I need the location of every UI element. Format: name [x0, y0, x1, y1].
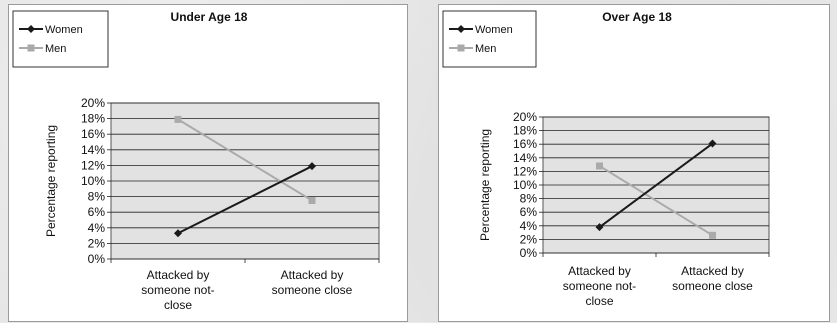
point-men	[709, 231, 716, 239]
legend-marker-men	[27, 44, 35, 52]
chart-panel-under-18: Under Age 18 0% 2% 4% 6% 8% 10% 12% 14% 16% 18% 20%…	[8, 4, 408, 322]
x-category-label-line: Attacked by	[681, 264, 744, 278]
chart-under-18: Under Age 18 0% 2%4% 6%8% 10% 12%14% 16%18% 20%…	[12, 10, 380, 312]
y-tick-label: 10%	[81, 174, 105, 188]
point-women	[308, 162, 316, 171]
legend-marker-women	[27, 25, 35, 33]
x-category-label-line: someone close	[272, 283, 353, 297]
x-category-label-line: close	[585, 294, 613, 308]
y-tick-label: 18%	[81, 112, 105, 126]
y-tick-label: 8%	[88, 190, 106, 204]
x-category-label-line: someone close	[672, 279, 753, 293]
y-tick-label: 12%	[513, 164, 537, 178]
chart-title: Over Age 18	[602, 10, 672, 24]
legend-label-women: Women	[45, 24, 83, 36]
series-line-men	[598, 165, 714, 237]
x-category-label: Attacked by someone close	[272, 268, 353, 297]
legend-label-women: Women	[475, 24, 513, 36]
y-tick-label: 6%	[88, 205, 106, 219]
legend-marker-women	[457, 25, 465, 33]
x-category-label: Attacked by someone not-close	[563, 264, 636, 308]
series-line-women	[598, 142, 714, 228]
y-tick-label: 20%	[513, 110, 537, 124]
legend-box	[442, 10, 537, 68]
x-category-label-line: someone not-	[563, 279, 636, 293]
x-category-label-line: close	[164, 298, 192, 312]
y-tick-label: 6%	[520, 205, 538, 219]
legend-label-men: Men	[45, 43, 66, 55]
y-tick-label: 2%	[520, 232, 538, 246]
point-women	[595, 223, 604, 232]
y-tick-label: 14%	[81, 143, 105, 157]
series-line-men	[177, 118, 313, 202]
x-category-label: Attacked by someone close	[672, 264, 753, 293]
y-tick-label: 20%	[81, 96, 105, 110]
y-tick-label: 4%	[520, 219, 538, 233]
x-category-label-line: Attacked by	[568, 264, 631, 278]
y-axis-title: Percentage reporting	[44, 125, 58, 237]
point-women	[708, 139, 717, 148]
x-category-label-line: Attacked by	[281, 268, 344, 282]
legend-label-men: Men	[475, 43, 496, 55]
legend-marker-men	[457, 44, 465, 52]
x-category-label: Attacked by someone not-close	[141, 268, 214, 312]
y-tick-label: 4%	[88, 221, 106, 235]
series-line-women	[177, 165, 313, 235]
point-women	[174, 229, 182, 238]
y-tick-label: 8%	[520, 192, 538, 206]
chart-over-18: Over Age 18 0%2%4%6%8%10%12%14%16%18%20% P…	[442, 10, 770, 308]
y-tick-label: 16%	[513, 137, 537, 151]
y-axis-title: Percentage reporting	[478, 129, 492, 241]
point-men	[308, 197, 316, 204]
legend-box	[12, 10, 109, 68]
y-tick-label: 12%	[81, 158, 105, 172]
x-category-label-line: Attacked by	[147, 268, 210, 282]
y-tick-label: 18%	[513, 124, 537, 138]
y-tick-label: 0%	[520, 246, 538, 260]
y-tick-label: 16%	[81, 127, 105, 141]
y-tick-label: 0%	[88, 252, 106, 266]
x-category-label-line: someone not-	[141, 283, 214, 297]
chart-title: Under Age 18	[171, 10, 248, 24]
y-tick-label: 14%	[513, 151, 537, 165]
point-men	[174, 115, 182, 123]
y-tick-label: 10%	[513, 178, 537, 192]
y-tick-label: 2%	[88, 236, 106, 250]
chart-panel-over-18: Over Age 18 0% 2% 4% 6% 8% 10% 12% 14% 16% 18% 20% P…	[438, 4, 830, 322]
point-men	[596, 162, 603, 170]
